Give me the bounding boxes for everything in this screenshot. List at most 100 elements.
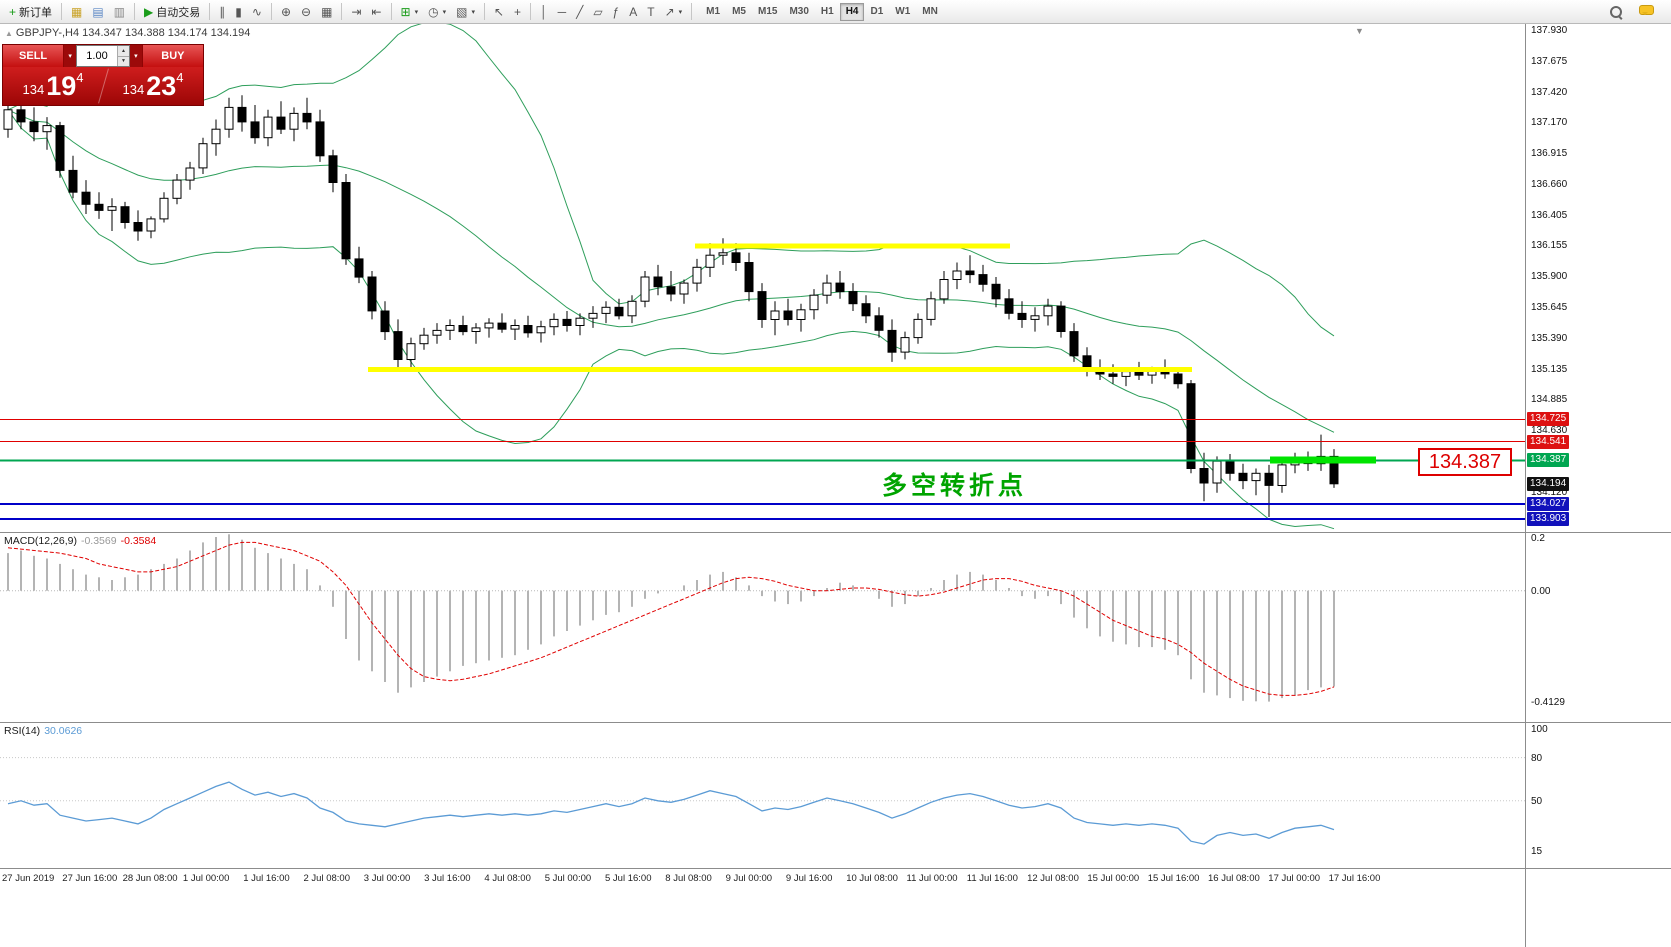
zoom-in-button[interactable]: ⊕ [276, 2, 296, 22]
timeframe-H4-button[interactable]: H4 [839, 2, 865, 21]
templates-button[interactable]: ▧ ▾ [451, 2, 480, 22]
new-chart-button[interactable]: ⊞ ▾ [396, 2, 424, 22]
macd-panel[interactable]: MACD(12,26,9) -0.3569 -0.3584 [0, 532, 1525, 722]
lot-decrease-button[interactable]: ▼ [118, 56, 129, 66]
channel-button[interactable]: ▱ [588, 2, 607, 22]
label-button[interactable]: T [642, 2, 659, 22]
timeframe-M5-button[interactable]: M5 [732, 6, 746, 17]
timeframe-M1-button[interactable]: M1 [706, 6, 721, 17]
time-label: 10 Jul 08:00 [846, 873, 898, 884]
price-tick: 137.930 [1531, 25, 1568, 37]
time-label: 27 Jun 16:00 [62, 873, 118, 884]
toolbar-separator [61, 3, 63, 20]
search-button[interactable] [1604, 2, 1628, 22]
autotrading-button[interactable]: ▶ 自动交易 [139, 2, 205, 22]
buy-button[interactable]: BUY [141, 45, 203, 67]
bar-chart-button[interactable]: ∥ [214, 2, 230, 22]
symbol-ohlc-text: GBPJPY-,H4 134.347 134.388 134.174 134.1… [15, 27, 251, 39]
autotrading-button-label: 自动交易 [156, 6, 201, 19]
lot-size-field: ▲ ▼ [76, 45, 130, 67]
timeframe-M30-button[interactable]: M30 [789, 6, 809, 17]
line-chart-button[interactable]: ∿ [247, 2, 267, 22]
charts-icon-icon: ▦ [71, 4, 83, 19]
timeframe-M15-button[interactable]: M15 [757, 6, 778, 17]
time-label: 17 Jul 00:00 [1268, 873, 1321, 884]
time-label: 9 Jul 16:00 [785, 873, 833, 884]
shapes-icon: ↗ [664, 4, 675, 19]
sell-button[interactable]: SELL [3, 45, 65, 67]
time-axis[interactable]: 27 Jun 2019 27 Jun 16:00 28 Jun 08:00 1 Jul… [0, 868, 1525, 888]
price-axis-main[interactable]: 137.930 137.675 137.420 137.170 136.915 136.6… [1526, 24, 1671, 532]
auto-scroll-button[interactable]: ⇥ [346, 2, 366, 22]
candlestick-chart-button[interactable]: ▮ [230, 2, 247, 22]
dropdown-caret-icon: ▾ [414, 8, 419, 16]
text-button[interactable]: A [624, 2, 642, 22]
profiles-icon-button[interactable]: ▤ [87, 2, 108, 22]
sell-price-pips: 19 [46, 70, 77, 101]
macd-axis[interactable]: 0.2 0.00 -0.4129 [1526, 532, 1671, 722]
price-callout-label: 134.387 [1418, 448, 1512, 476]
buy-price-display[interactable]: 134 23 4 [103, 67, 203, 105]
toolbar-separator [270, 3, 272, 20]
label-icon: T [647, 4, 655, 19]
chart-shift-button[interactable]: ⇤ [366, 2, 386, 22]
candlestick-chart-svg [0, 24, 1525, 530]
data-window-icon-button[interactable]: ▥ [109, 2, 130, 22]
price-tick: 134.885 [1531, 394, 1568, 406]
fibonacci-button[interactable]: ƒ [608, 2, 625, 22]
sell-price-display[interactable]: 134 19 4 [3, 67, 103, 105]
trendline-button[interactable]: ╱ [571, 2, 588, 22]
periods-button[interactable]: ◷ ▾ [423, 2, 451, 22]
rsi-chart-svg [0, 757, 1525, 845]
crosshair-button[interactable]: + [509, 2, 526, 22]
macd-name: MACD(12,26,9) [4, 535, 77, 547]
macd-chart-svg [0, 534, 1525, 702]
buy-price-pipette: 4 [176, 70, 184, 85]
new-order-button-label: 新订单 [19, 6, 53, 19]
charts-icon-button[interactable]: ▦ [66, 2, 87, 22]
new-order-button[interactable]: + 新订单 [4, 2, 57, 22]
buy-price-pips: 23 [146, 70, 177, 101]
community-chat-button[interactable] [1634, 2, 1659, 22]
candlestick-chart-icon: ▮ [235, 4, 242, 19]
shapes-button[interactable]: ↗ ▾ [660, 2, 688, 22]
one-click-trading-widget: SELL ▾ ▲ ▼ ▾ BUY [2, 44, 204, 106]
price-tick: 136.405 [1531, 209, 1568, 221]
lot-increase-button[interactable]: ▲ [118, 46, 129, 57]
toolbar-separator [134, 3, 136, 20]
rsi-axis[interactable]: 100 80 50 15 [1526, 722, 1671, 868]
timeframe-W1-button[interactable]: W1 [895, 6, 911, 17]
zoom-out-button[interactable]: ⊖ [296, 2, 316, 22]
trendline-icon: ╱ [576, 4, 584, 19]
rsi-panel[interactable]: RSI(14) 30.0626 [0, 722, 1525, 868]
timeframe-MN-button[interactable]: MN [922, 6, 938, 17]
price-tick: 135.900 [1531, 271, 1568, 283]
time-label: 15 Jul 16:00 [1147, 873, 1200, 884]
time-label: 1 Jul 16:00 [243, 873, 290, 884]
rsi-indicator-label: RSI(14) 30.0626 [4, 725, 82, 737]
new-chart-icon: ⊞ [400, 4, 411, 19]
lot-size-input[interactable] [77, 46, 117, 66]
cursor-button[interactable]: ↖ [489, 2, 509, 22]
timeframe-D1-button[interactable]: D1 [870, 6, 884, 17]
tile-windows-button[interactable]: ▦ [316, 2, 337, 22]
vertical-line-button[interactable]: │ [535, 2, 553, 22]
macd-value-signal: -0.3584 [120, 535, 157, 547]
price-tag: 134.387 [1527, 453, 1570, 468]
sell-options-dropdown[interactable]: ▾ [64, 45, 76, 67]
time-label: 28 Jun 08:00 [122, 873, 178, 884]
one-click-top-row: SELL ▾ ▲ ▼ ▾ BUY [3, 45, 203, 67]
timeframe-H1-button[interactable]: H1 [820, 6, 834, 17]
text-icon: A [629, 4, 638, 19]
price-tick: 137.675 [1531, 55, 1568, 67]
main-chart-panel[interactable]: ▲ GBPJPY-,H4 134.347 134.388 134.174 134.… [0, 24, 1525, 532]
scroll-to-end-marker-icon[interactable]: ▼ [1355, 26, 1364, 36]
horizontal-line-button[interactable]: ─ [553, 2, 572, 22]
price-tick: 134.630 [1531, 424, 1568, 436]
price-tick: 137.170 [1531, 117, 1568, 129]
buy-options-dropdown[interactable]: ▾ [130, 45, 142, 67]
toolbar-separator [483, 3, 485, 20]
time-label: 4 Jul 08:00 [484, 873, 531, 884]
toolbar-button-groups: + 新订单 ▦ ▤ ▥ ▶ 自动交易 ∥ ▮ ∿ ⊕ ⊖ ▦ ⇥ ⇤ ⊞ ▾ ◷ ▾ ▧ ▾ ↖ + │ ─ ╱ ▱ ƒ A T ↗ ▾ [4, 2, 687, 22]
price-axis[interactable]: 137.930 137.675 137.420 137.170 136.915 136.6… [1525, 24, 1671, 947]
